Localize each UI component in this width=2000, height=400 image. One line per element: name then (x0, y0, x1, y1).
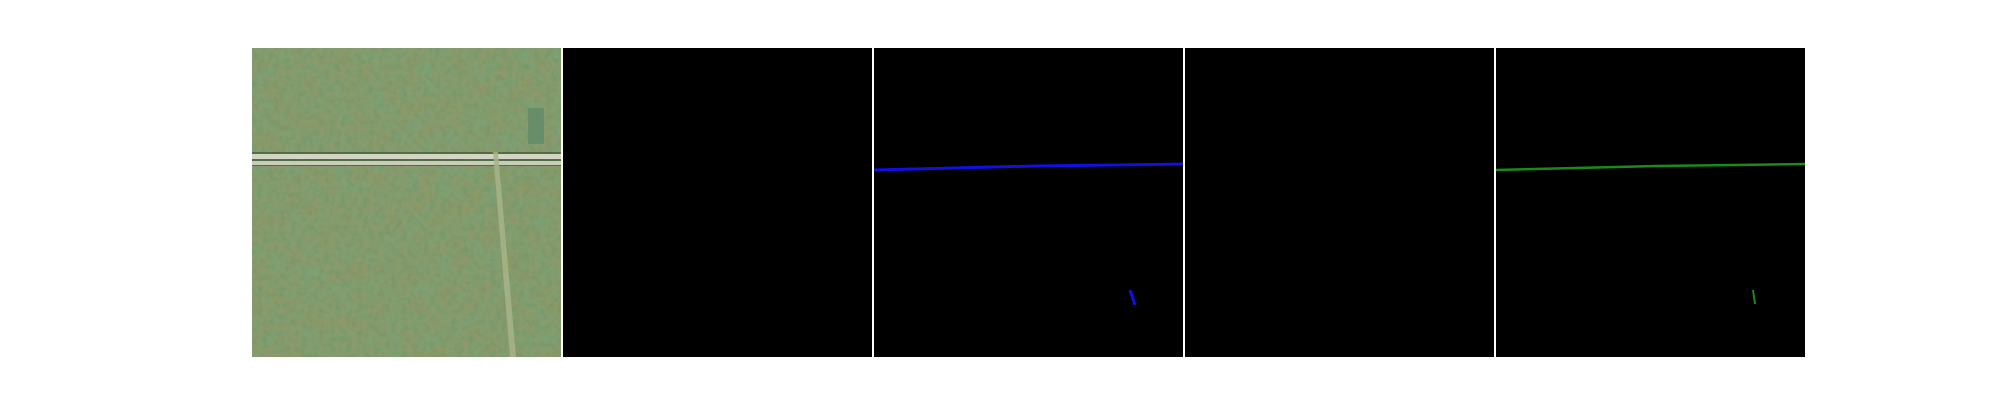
road-mask-green (1496, 162, 1805, 305)
empty-mask-panel-b (1185, 48, 1494, 357)
road-line-green (1496, 162, 1805, 172)
diagonal-track (493, 152, 516, 357)
aerial-image-panel (252, 48, 561, 357)
building-patch (528, 108, 544, 144)
road-mask-blue (874, 162, 1183, 306)
road-mask-green-panel (1496, 48, 1805, 357)
horizontal-road-lane-a (252, 154, 561, 159)
aerial-image (252, 48, 561, 357)
texture-layer (252, 48, 561, 357)
road-segment-blue (1128, 289, 1137, 306)
road-segment-green (1752, 289, 1756, 305)
road-mask-blue-panel (874, 48, 1183, 357)
road-line-blue (874, 162, 1183, 172)
empty-mask-panel-a (563, 48, 872, 357)
horizontal-road-lane-b (252, 161, 561, 165)
